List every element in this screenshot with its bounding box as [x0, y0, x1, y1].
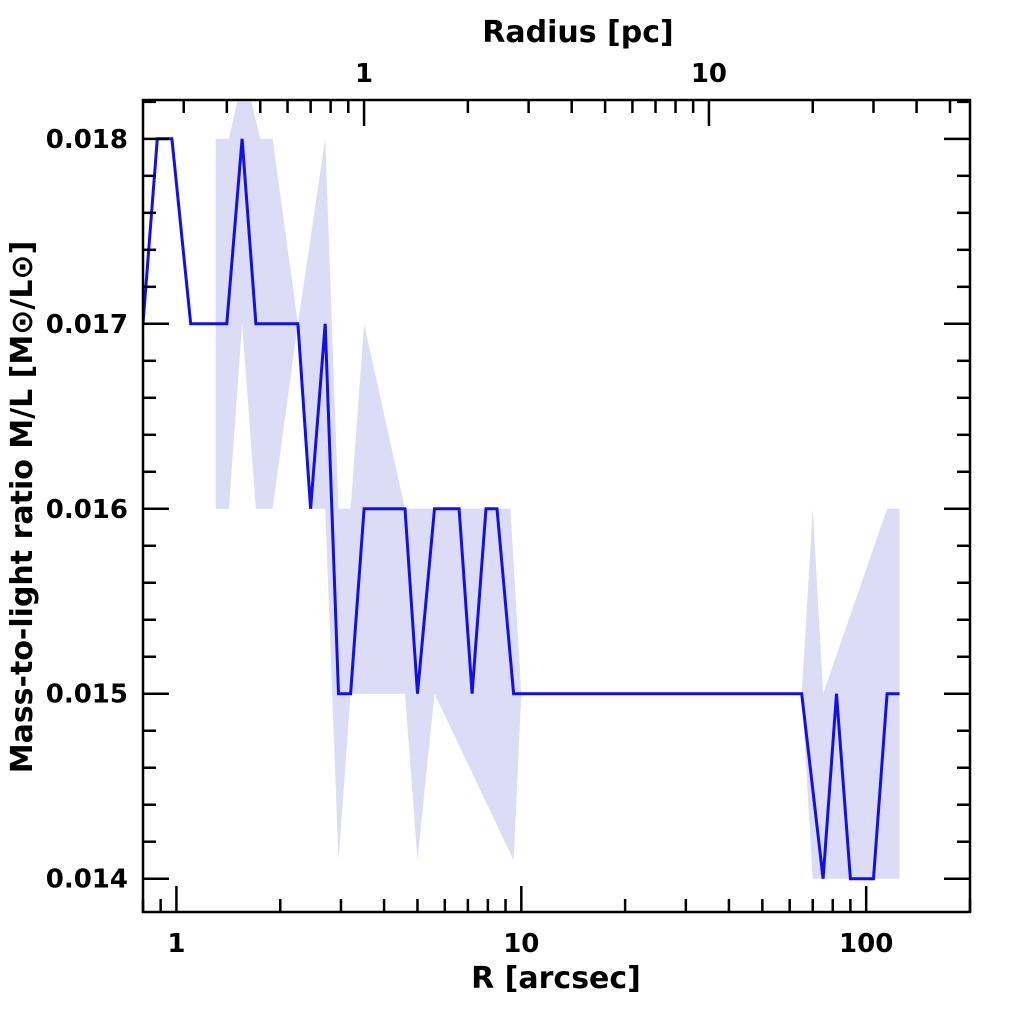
- y-tick-label: 0.014: [46, 865, 128, 895]
- y-tick-label: 0.018: [46, 125, 128, 155]
- axis-ticks: [141, 100, 972, 912]
- uncertainty-band: [215, 101, 900, 879]
- plot-area: [143, 101, 900, 881]
- plot-frame: [141, 98, 972, 914]
- y-axis-title: Mass-to-light ratio M/L [M⊙/L⊙]: [5, 241, 40, 774]
- x-tick-label: 10: [503, 929, 539, 959]
- x-tick-label: 1: [167, 929, 185, 959]
- top-axis-title: Radius [pc]: [482, 15, 673, 50]
- series-line-0: [143, 137, 900, 881]
- y-tick-label: 0.017: [46, 310, 128, 340]
- y-tick-label: 0.016: [46, 495, 128, 525]
- x-axis-title: R [arcsec]: [471, 961, 641, 996]
- y-tick-label: 0.015: [46, 680, 128, 710]
- top-tick-label: 10: [691, 59, 727, 89]
- top-tick-label: 1: [355, 59, 373, 89]
- tick-labels: 1 10 100 1 10 0.014 0.015 0.016 0.017 0.018: [46, 59, 894, 959]
- x-tick-label: 100: [839, 929, 893, 959]
